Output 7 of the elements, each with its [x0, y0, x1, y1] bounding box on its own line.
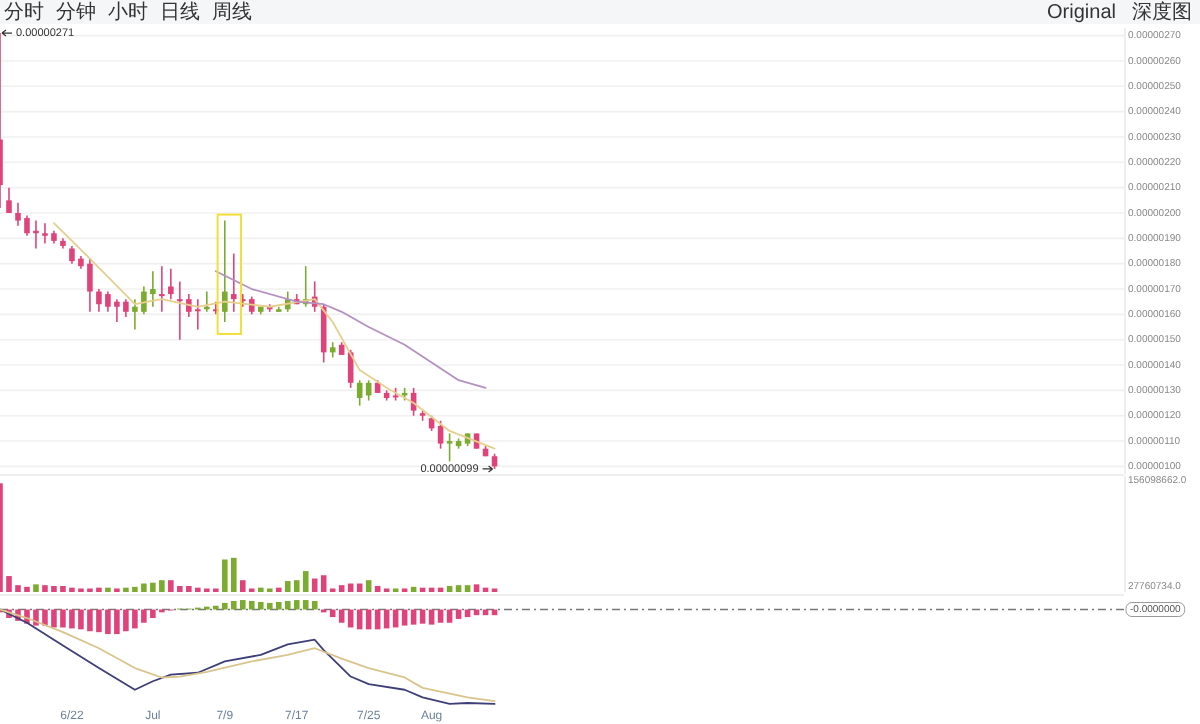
text: 深度图 — [1132, 0, 1192, 25]
text: 小时 — [108, 0, 148, 25]
text: Original — [1047, 2, 1116, 25]
text: 日线 — [160, 0, 200, 25]
text: 分时 — [4, 0, 44, 25]
text: 周线 — [212, 0, 252, 25]
text: 分钟 — [56, 0, 96, 25]
